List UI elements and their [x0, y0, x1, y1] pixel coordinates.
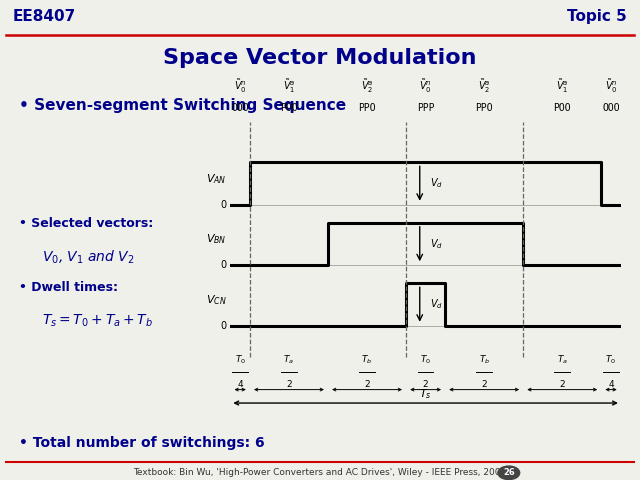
Text: $T_a$: $T_a$ [557, 354, 568, 366]
Text: $V_{CN}$: $V_{CN}$ [206, 293, 227, 307]
Text: $T_0$: $T_0$ [605, 354, 616, 366]
Text: EE8407: EE8407 [13, 9, 76, 24]
Text: 2: 2 [364, 380, 370, 388]
Text: 0: 0 [220, 321, 227, 331]
Text: • Total number of switchings: 6: • Total number of switchings: 6 [19, 436, 265, 450]
Text: $\tilde{V}_0^n$: $\tilde{V}_0^n$ [605, 77, 618, 95]
Text: OOO: OOO [602, 103, 620, 113]
Text: $\tilde{V}_0^n$: $\tilde{V}_0^n$ [419, 77, 432, 95]
Text: $V_d$: $V_d$ [429, 237, 442, 251]
Text: Textbook: Bin Wu, 'High-Power Converters and AC Drives', Wiley - IEEE Press, 200: Textbook: Bin Wu, 'High-Power Converters… [133, 468, 507, 477]
Text: 2: 2 [423, 380, 428, 388]
Text: POO: POO [280, 103, 298, 113]
Text: $T_b$: $T_b$ [362, 354, 372, 366]
Text: OOO: OOO [231, 103, 249, 113]
Text: $V_d$: $V_d$ [429, 177, 442, 191]
Text: $\tilde{V}_1^a$: $\tilde{V}_1^a$ [283, 77, 295, 95]
Text: $V_{AN}$: $V_{AN}$ [206, 172, 227, 186]
Text: $\tilde{V}_2^a$: $\tilde{V}_2^a$ [361, 77, 373, 95]
Text: 2: 2 [559, 380, 565, 388]
Text: $T_0$: $T_0$ [235, 354, 246, 366]
Text: PPP: PPP [417, 103, 435, 113]
Text: 4: 4 [608, 380, 614, 388]
Text: $T_s = T_0 + T_a + T_b$: $T_s = T_0 + T_a + T_b$ [42, 312, 153, 329]
Text: $V_{BN}$: $V_{BN}$ [206, 233, 227, 246]
Text: 0: 0 [220, 260, 227, 270]
Text: • Seven-segment Switching Sequence: • Seven-segment Switching Sequence [19, 97, 346, 112]
Text: $V_d$: $V_d$ [429, 298, 442, 312]
Text: • Dwell times:: • Dwell times: [19, 281, 118, 294]
Text: $\tilde{V}_1^a$: $\tilde{V}_1^a$ [556, 77, 568, 95]
Text: POO: POO [554, 103, 571, 113]
Text: • Selected vectors:: • Selected vectors: [19, 217, 154, 230]
Text: $T_a$: $T_a$ [284, 354, 294, 366]
Text: Space Vector Modulation: Space Vector Modulation [163, 48, 477, 68]
Text: 26: 26 [503, 468, 515, 477]
Text: 4: 4 [237, 380, 243, 388]
Text: $T_0$: $T_0$ [420, 354, 431, 366]
Text: PPO: PPO [358, 103, 376, 113]
Text: 2: 2 [481, 380, 487, 388]
Circle shape [498, 466, 520, 480]
Text: $T_s$: $T_s$ [419, 387, 432, 401]
Text: $T_b$: $T_b$ [479, 354, 490, 366]
Text: 0: 0 [220, 200, 227, 210]
Text: $V_0$, $V_1$ and $V_2$: $V_0$, $V_1$ and $V_2$ [42, 249, 134, 266]
Text: 2: 2 [286, 380, 292, 388]
Text: $\tilde{V}_2^a$: $\tilde{V}_2^a$ [478, 77, 490, 95]
Text: $\tilde{V}_0^n$: $\tilde{V}_0^n$ [234, 77, 246, 95]
Text: PPO: PPO [476, 103, 493, 113]
Text: Topic 5: Topic 5 [568, 9, 627, 24]
